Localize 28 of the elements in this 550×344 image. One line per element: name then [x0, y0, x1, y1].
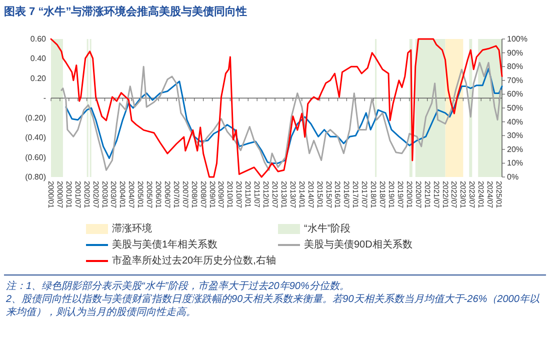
- legend-label: 美股与美债90D相关系数: [304, 238, 412, 250]
- y2-tick-label: 80%: [507, 62, 524, 72]
- y2-tick-label: 0%: [507, 172, 519, 182]
- y2-tick-label: 20%: [507, 144, 524, 154]
- y-tick-label: 0.60: [30, 34, 47, 44]
- y-tick-label: 0.40: [30, 54, 47, 64]
- y2-tick-label: 70%: [507, 76, 524, 85]
- legend-label: “水牛”阶段: [304, 222, 351, 234]
- y2-tick-label: 90%: [507, 48, 524, 58]
- line-series: [50, 38, 503, 178]
- legend-label: 美股与美债1年相关系数: [112, 238, 218, 250]
- y-tick-label: 0.20: [30, 74, 47, 83]
- y2-tick-label: 100%: [507, 34, 528, 44]
- legend-label: 市盈率所处过去20年历史分位数,右轴: [112, 254, 276, 266]
- text: 注：1、绿色阴影部分表示美股“水牛”阶段，市盈率大于过去20年90%分位数。: [6, 280, 350, 292]
- y-tick-label: (0.80): [25, 172, 46, 182]
- legend-label: 滞涨环境: [112, 222, 152, 234]
- y2-tick-label: 10%: [507, 158, 524, 168]
- y2-tick-label: 30%: [507, 131, 524, 140]
- y-tick-label: (0.60): [25, 152, 46, 162]
- chart-title: 图表 7 “水牛”与滞涨环境会推高美股与美债同向性: [4, 5, 248, 18]
- y-tick-label: (0.40): [25, 133, 46, 142]
- y-tick-label: (0.20): [25, 113, 46, 122]
- y2-tick-label: 40%: [507, 117, 524, 126]
- text: 2、股债同向性以指数与美债财富指数日度涨跌幅的90天相关系数来衡量。若90天相关系数当月均值大于-26%（2000年以来均值），则认为当月的股债同向性走高。: [5, 293, 540, 318]
- y2-tick-label: 50%: [507, 104, 524, 112]
- y2-tick-label: 60%: [507, 90, 524, 99]
- y-tick-label: -: [43, 94, 46, 103]
